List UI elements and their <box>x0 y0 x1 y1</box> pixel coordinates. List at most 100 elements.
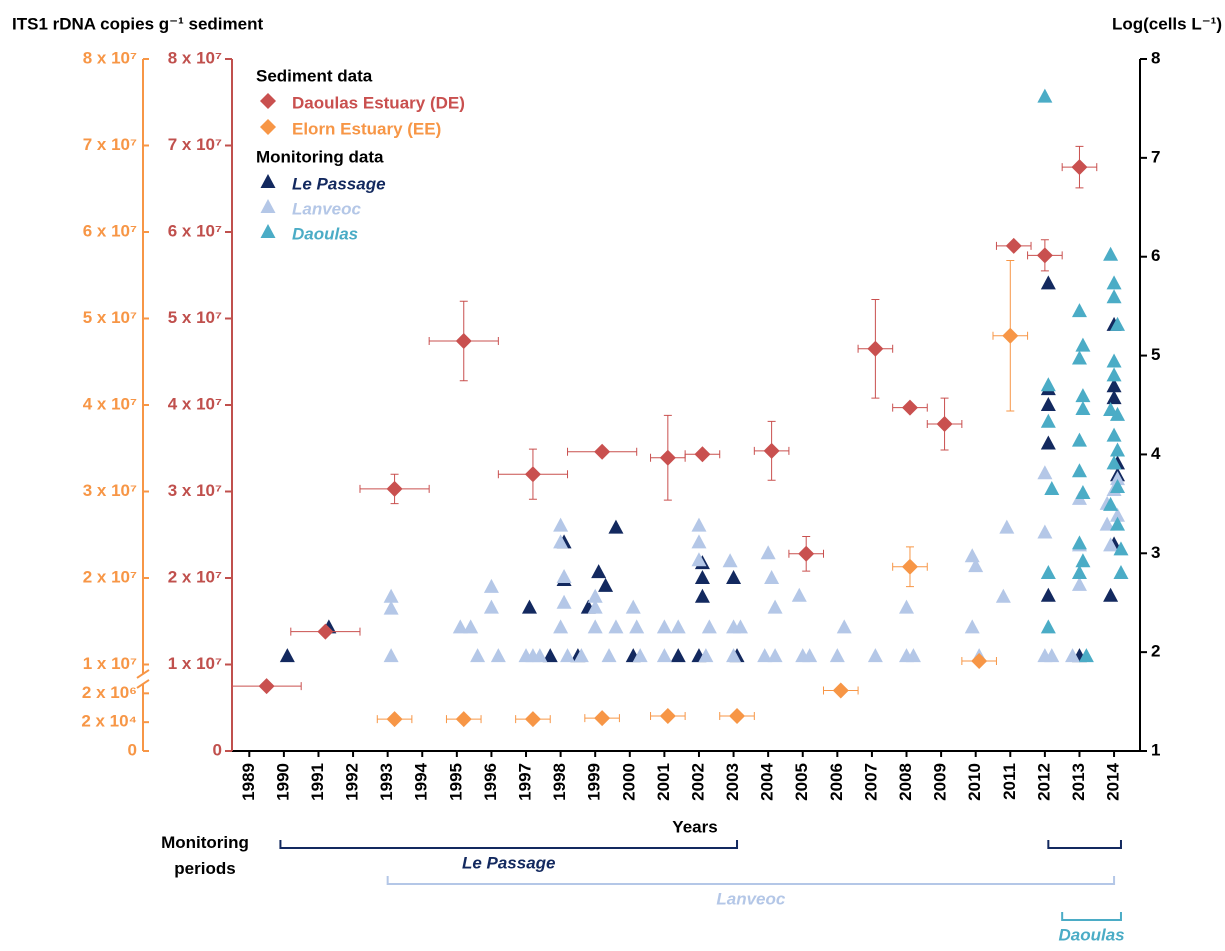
point <box>1005 237 1022 254</box>
x-tick-label: 2006 <box>827 763 846 801</box>
y3-tick-label: 0 <box>128 740 137 759</box>
point <box>1037 524 1053 539</box>
period-bracket <box>279 840 739 849</box>
y-tick-label: 8 x 10⁷ <box>168 48 222 67</box>
point <box>532 648 548 663</box>
point <box>760 545 776 560</box>
period-bracket <box>1061 912 1122 921</box>
point <box>1106 390 1122 405</box>
y3-tick-label: 2 x 10⁴ <box>81 712 137 731</box>
point <box>1110 316 1126 331</box>
period-label: Lanveoc <box>716 889 786 908</box>
point <box>632 648 648 663</box>
point <box>656 619 672 634</box>
point <box>1075 388 1091 403</box>
point <box>670 648 686 663</box>
point <box>1040 565 1056 580</box>
point <box>1110 406 1126 421</box>
point <box>279 648 295 663</box>
point <box>553 517 569 532</box>
point <box>591 564 607 579</box>
point <box>317 623 334 640</box>
point <box>1113 541 1129 556</box>
y2-tick-label: 5 <box>1151 345 1160 364</box>
point <box>608 619 624 634</box>
period-label: Le Passage <box>462 853 556 872</box>
point <box>1110 516 1126 531</box>
point <box>452 619 468 634</box>
point <box>1071 535 1087 550</box>
point <box>691 552 707 567</box>
x-tick-label: 2002 <box>688 763 707 801</box>
x-tick-label: 1991 <box>308 763 327 801</box>
y-tick-label: 2 x 10⁷ <box>168 567 222 586</box>
point <box>1071 565 1087 580</box>
x-tick-label: 2012 <box>1034 763 1053 801</box>
point <box>608 519 624 534</box>
point <box>829 648 845 663</box>
period-bracket <box>386 876 1116 885</box>
point <box>594 710 611 727</box>
point <box>470 648 486 663</box>
point <box>587 588 603 603</box>
point <box>798 545 815 562</box>
point <box>1110 442 1126 457</box>
point <box>1040 377 1056 392</box>
point <box>1037 88 1053 103</box>
point <box>573 648 589 663</box>
y-tick-label: 5 x 10⁷ <box>168 308 222 327</box>
y-tick-label: 3 x 10⁷ <box>168 481 222 500</box>
point <box>999 519 1015 534</box>
x-axis-title: Years <box>672 817 717 836</box>
point <box>1106 275 1122 290</box>
point <box>1103 496 1119 511</box>
legend-marker <box>260 119 276 135</box>
legend-marker <box>260 174 276 188</box>
periods-label: Monitoring periods <box>161 833 249 878</box>
point <box>1106 289 1122 304</box>
y2-tick-label: 6 <box>1151 246 1160 265</box>
point <box>1044 648 1060 663</box>
y-tick-label: 1 x 10⁷ <box>168 654 222 673</box>
point <box>524 466 541 483</box>
point <box>802 648 818 663</box>
point <box>553 534 569 549</box>
x-tick-label: 1995 <box>446 763 465 801</box>
y3-tick-label: 1 x 10⁷ <box>83 654 137 673</box>
point <box>722 553 738 568</box>
point <box>936 416 953 433</box>
x-tick-label: 2009 <box>931 763 950 801</box>
point <box>386 711 403 728</box>
point <box>601 648 617 663</box>
legend-label: Elorn Estuary (EE) <box>292 119 441 138</box>
point <box>1044 481 1060 496</box>
point <box>701 619 717 634</box>
point <box>1065 648 1081 663</box>
point <box>1040 275 1056 290</box>
point <box>1071 576 1087 591</box>
point <box>1113 565 1129 580</box>
point <box>386 480 403 497</box>
point <box>732 619 748 634</box>
y3-tick-label: 8 x 10⁷ <box>83 48 137 67</box>
point <box>767 599 783 614</box>
point <box>455 332 472 349</box>
x-tick-label: 2000 <box>619 763 638 801</box>
point <box>1002 327 1019 344</box>
point <box>836 619 852 634</box>
point <box>899 599 915 614</box>
point <box>1075 553 1091 568</box>
point <box>656 648 672 663</box>
legend-marker <box>260 199 276 213</box>
point <box>1103 401 1119 416</box>
axis-break <box>136 669 150 679</box>
point <box>383 588 399 603</box>
point <box>598 577 614 592</box>
legend-title: Sediment data <box>256 66 373 85</box>
point <box>1040 619 1056 634</box>
point <box>383 648 399 663</box>
point <box>1037 465 1053 480</box>
legend-title: Monitoring data <box>256 147 384 166</box>
